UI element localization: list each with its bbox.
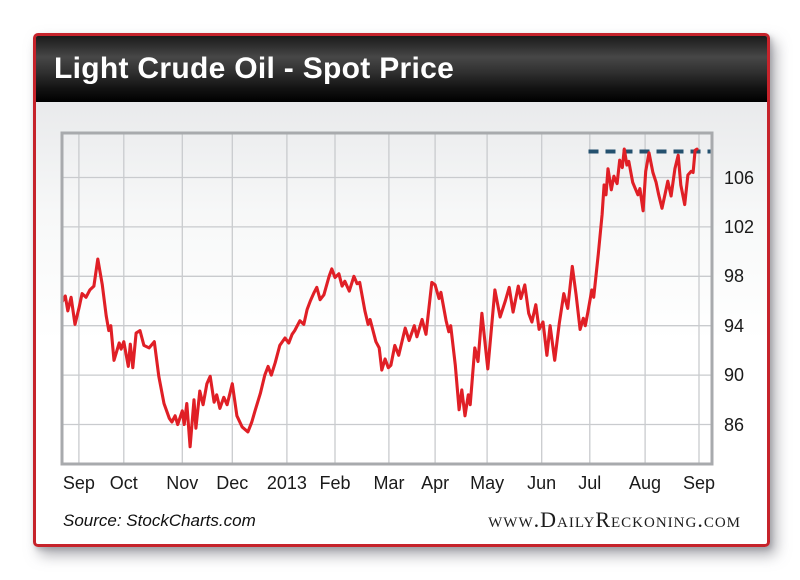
page-title: Light Crude Oil - Spot Price — [54, 52, 455, 85]
y-tick-label: 102 — [724, 216, 755, 237]
x-tick-label: Sep — [62, 473, 95, 493]
x-tick-label: May — [470, 473, 505, 493]
x-tick-label: Jun — [527, 473, 557, 493]
price-chart-svg — [60, 131, 714, 466]
site-wordmark: www.DailyReckoning.com — [488, 507, 741, 532]
x-tick-label: Apr — [421, 473, 450, 493]
plot-border — [60, 131, 714, 466]
y-tick-label: 106 — [724, 167, 755, 188]
title-bar: Light Crude Oil - Spot Price — [36, 36, 767, 102]
x-tick-label: Aug — [629, 473, 662, 493]
x-tick-label: Nov — [166, 473, 199, 493]
x-tick-label: 2013 — [266, 473, 307, 493]
y-tick-label: 86 — [724, 414, 745, 435]
x-tick-label: Dec — [216, 473, 249, 493]
x-tick-label: Sep — [682, 473, 716, 493]
x-tick-label: Feb — [319, 473, 351, 493]
price-line — [60, 147, 699, 449]
x-tick-label: Jul — [578, 473, 602, 493]
source-text: Source: StockCharts.com — [63, 511, 256, 530]
y-tick-label: 94 — [724, 315, 745, 336]
y-tick-label: 90 — [724, 365, 745, 386]
x-tick-label: Oct — [109, 473, 138, 493]
chart-plot — [60, 131, 714, 466]
chart-card: Light Crude Oil - Spot Price 86 90 94 98 102… — [33, 33, 770, 547]
x-tick-label: Mar — [373, 473, 405, 493]
y-tick-label: 98 — [724, 266, 745, 287]
